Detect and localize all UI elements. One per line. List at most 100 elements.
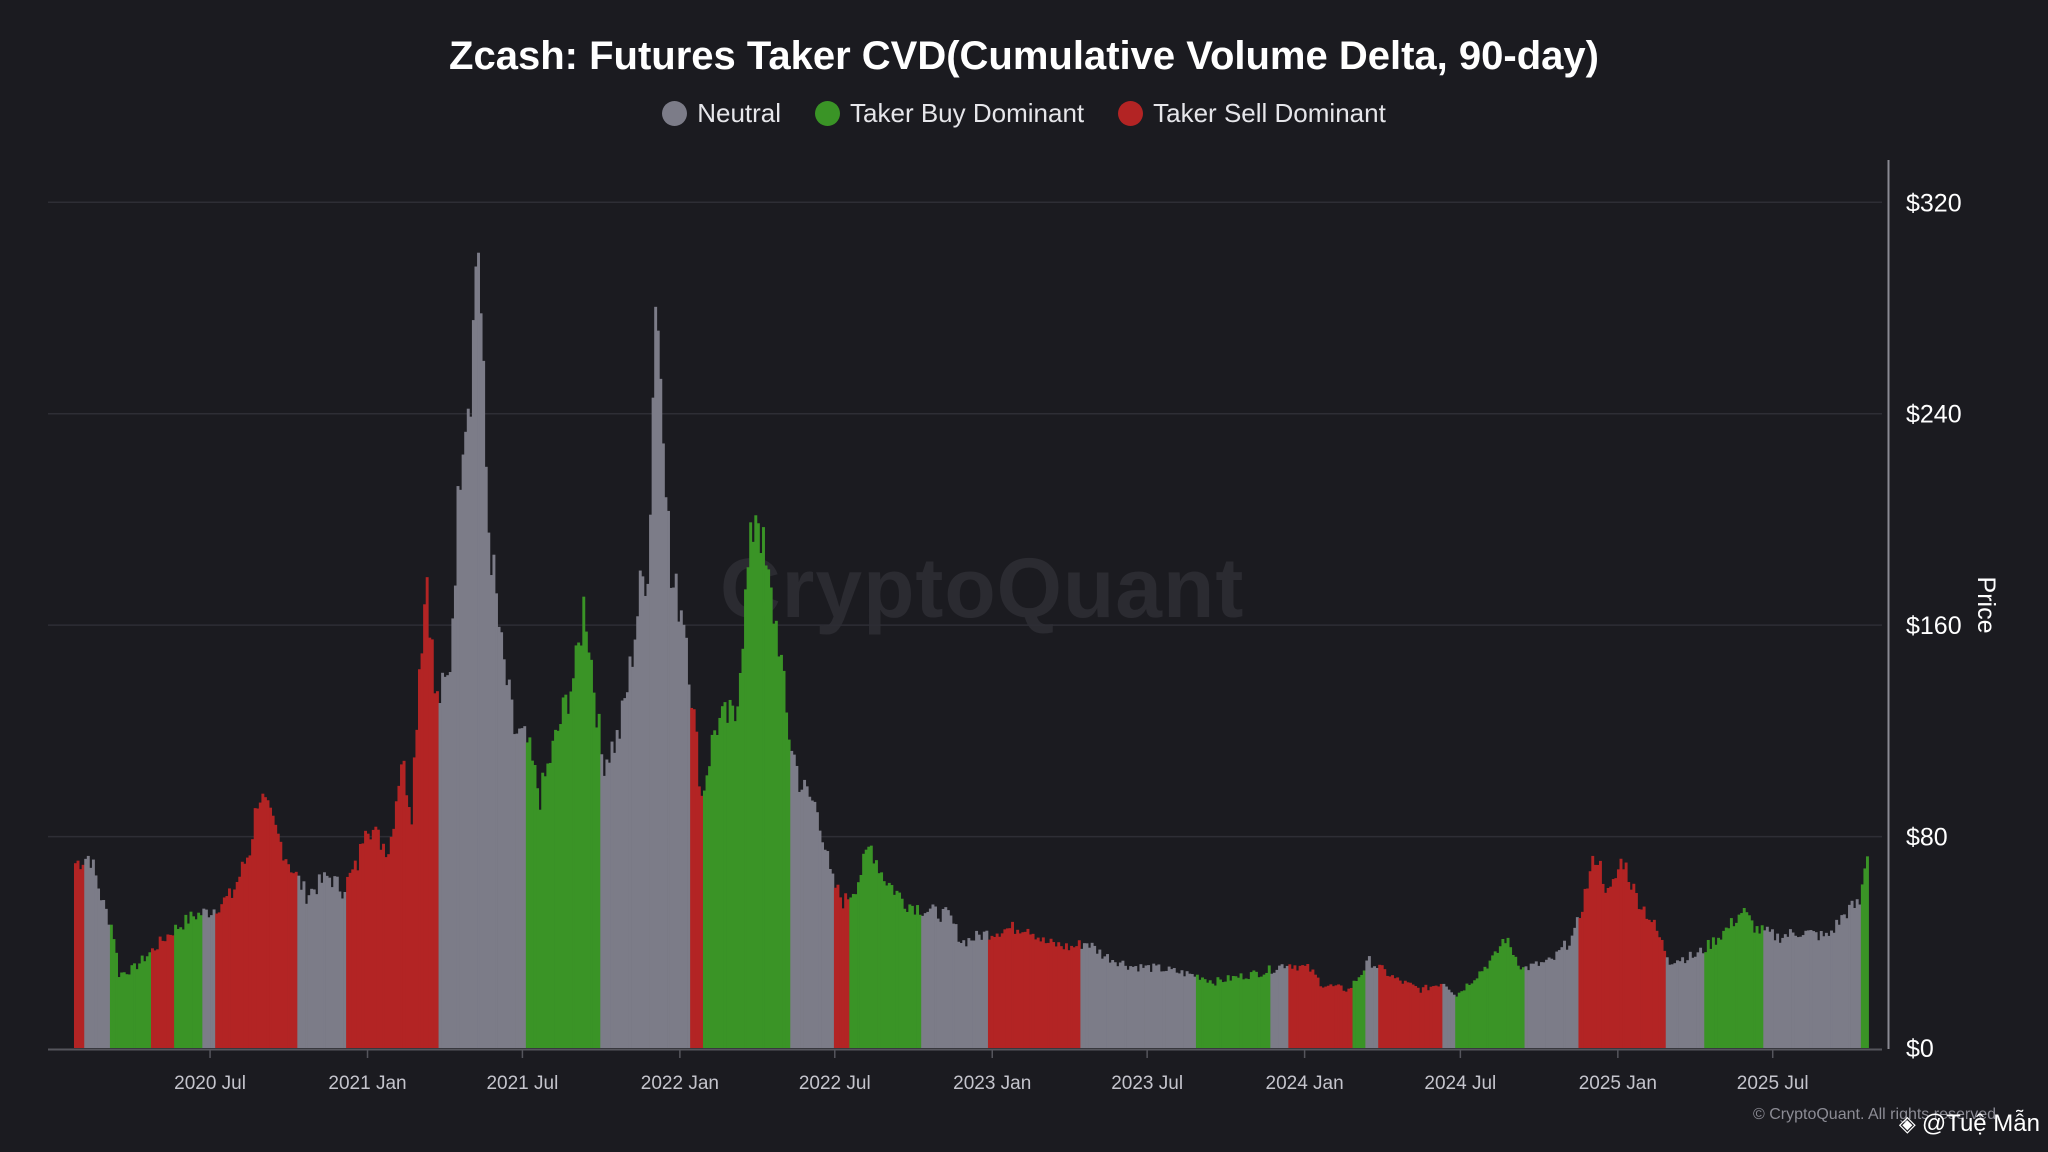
price-bar [854, 894, 858, 1048]
price-bar [343, 892, 347, 1048]
price-bar [151, 948, 154, 1048]
price-bar [1642, 906, 1646, 1048]
price-bar [928, 908, 932, 1048]
price-bar [846, 899, 850, 1048]
price-bar [1072, 947, 1076, 1048]
price-bar [592, 692, 596, 1048]
price-bar [882, 881, 886, 1048]
price-bar [1432, 986, 1436, 1048]
price-bar [1560, 947, 1564, 1048]
price-bar [489, 575, 493, 1048]
price-bar [1077, 940, 1081, 1048]
price-bar [1676, 960, 1679, 1048]
price-bar [369, 839, 373, 1048]
price-bar [1100, 958, 1104, 1048]
price-bar [217, 912, 221, 1048]
price-bar [1183, 976, 1186, 1048]
price-bar [633, 639, 637, 1048]
price-bar [597, 713, 601, 1048]
price-bar [566, 713, 570, 1048]
price-bar [731, 705, 735, 1048]
price-bar [1809, 930, 1813, 1048]
price-bar [1822, 936, 1826, 1048]
binance-logo-icon: ◈ [1898, 1111, 1916, 1136]
price-bar [1550, 958, 1554, 1048]
price-bar [1188, 973, 1192, 1048]
price-bar [1794, 935, 1798, 1048]
price-bar [1221, 982, 1225, 1048]
price-bar [1272, 972, 1276, 1048]
price-bar [1026, 928, 1030, 1048]
price-bar [1686, 960, 1690, 1048]
price-bar [1598, 860, 1602, 1048]
price-bar [1082, 943, 1086, 1048]
legend-item-taker-buy[interactable]: Taker Buy Dominant [815, 98, 1084, 129]
price-bar [877, 873, 881, 1048]
price-bar [1450, 992, 1454, 1048]
price-bar [1442, 983, 1446, 1048]
price-bar [1175, 972, 1179, 1048]
price-bar [1414, 986, 1418, 1048]
price-bar [451, 618, 455, 1048]
price-bar [790, 750, 794, 1048]
price-bar [310, 888, 314, 1048]
price-bar [1745, 912, 1749, 1048]
price-bar [1573, 927, 1577, 1048]
y-tick-label: $160 [1906, 612, 1962, 640]
price-bar [102, 900, 106, 1048]
price-bar [674, 573, 678, 1048]
price-bar [294, 871, 298, 1048]
price-bar [898, 892, 902, 1048]
price-bar [1545, 959, 1548, 1048]
price-bar [245, 857, 249, 1048]
legend-swatch-taker-buy [815, 101, 841, 126]
price-bar [1747, 915, 1751, 1048]
price-bar [228, 888, 231, 1048]
price-bar [117, 977, 121, 1048]
price-bar [1452, 994, 1456, 1048]
price-bar [418, 669, 421, 1048]
price-bar [1216, 977, 1220, 1048]
price-bar [1491, 955, 1495, 1048]
price-bar [931, 904, 935, 1048]
price-bar [1059, 946, 1063, 1048]
price-bar [1355, 980, 1359, 1048]
price-bar [1005, 928, 1009, 1048]
price-bar [1524, 966, 1528, 1048]
price-bar [230, 897, 234, 1048]
price-bar [926, 911, 930, 1048]
price-bar [1727, 928, 1731, 1048]
legend-item-taker-sell[interactable]: Taker Sell Dominant [1118, 98, 1386, 129]
price-bar [471, 320, 475, 1049]
price-bar [1660, 939, 1664, 1048]
legend-item-neutral[interactable]: Neutral [662, 98, 781, 129]
price-bar [1863, 868, 1867, 1048]
price-bar [641, 576, 645, 1048]
price-bar [1776, 933, 1780, 1048]
price-bar [1424, 984, 1428, 1048]
price-bar [235, 881, 239, 1048]
price-bar [1375, 967, 1379, 1048]
price-bar [559, 724, 563, 1048]
price-bar [1804, 930, 1808, 1048]
price-bar [1729, 918, 1733, 1048]
price-bar [1824, 932, 1828, 1048]
price-bar [1029, 934, 1032, 1048]
price-bar [1614, 878, 1618, 1048]
price-bar [962, 940, 966, 1048]
price-bar [138, 963, 142, 1048]
price-bar [233, 889, 237, 1048]
x-tick-label: 2020 Jul [174, 1073, 246, 1094]
price-bar [1172, 967, 1176, 1048]
price-bar [1142, 967, 1145, 1048]
price-bar [1737, 914, 1741, 1048]
price-bar [1763, 930, 1767, 1048]
price-bar [1237, 977, 1240, 1048]
x-tick-label: 2025 Jan [1579, 1073, 1657, 1094]
price-bar [479, 313, 483, 1048]
price-bar [1000, 933, 1004, 1048]
price-bar [995, 933, 999, 1048]
price-bar [543, 776, 547, 1048]
x-axis-ticks: 2020 Jul 2021 Jan 2021 Jul 2022 Jan 2022 Jul… [174, 1050, 1809, 1094]
price-bar [1165, 970, 1169, 1048]
